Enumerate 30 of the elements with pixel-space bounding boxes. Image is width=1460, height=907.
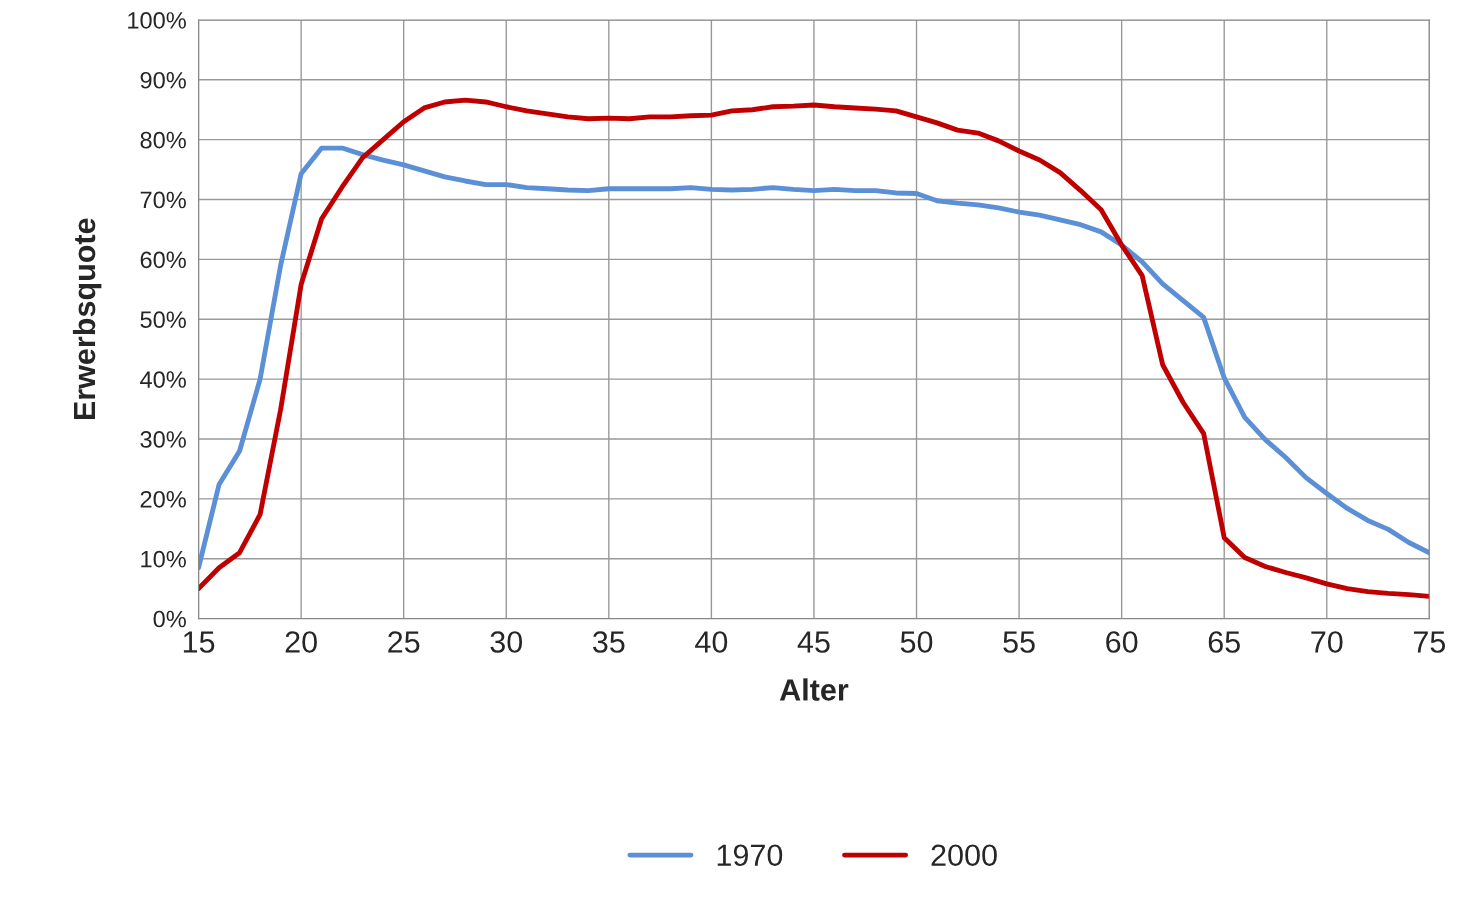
y-axis-title: Erwerbsquote — [72, 218, 102, 420]
legend-label: 1970 — [717, 844, 783, 867]
x-tick-label: 40 — [695, 631, 728, 653]
y-tick-label: 0% — [153, 610, 186, 628]
x-tick-label: 30 — [490, 631, 523, 653]
x-axis-title: Alter — [779, 678, 849, 701]
y-tick-label: 10% — [141, 550, 186, 568]
line-series — [198, 145, 1430, 571]
x-tick-label: 45 — [797, 631, 830, 653]
y-tick-label: 40% — [140, 371, 186, 388]
x-tick-label: 15 — [183, 631, 215, 653]
x-tick-label: 70 — [1311, 631, 1343, 653]
y-tick-label: 70% — [140, 191, 186, 209]
legend-label: 2000 — [931, 844, 997, 867]
x-tick-label: 50 — [900, 631, 933, 653]
x-tick-label: 65 — [1208, 631, 1240, 653]
y-tick-label: 100% — [128, 12, 186, 29]
y-tick-label: 30% — [140, 431, 186, 448]
x-tick-label: 25 — [388, 631, 420, 653]
x-tick-label: 60 — [1106, 631, 1138, 653]
x-tick-label: 55 — [1003, 631, 1035, 653]
x-tick-label: 35 — [592, 631, 625, 653]
y-tick-label: 20% — [140, 490, 186, 508]
x-tick-label: 75 — [1413, 631, 1446, 653]
line-series — [198, 97, 1430, 599]
y-tick-label: 60% — [140, 251, 186, 269]
y-tick-label: 80% — [140, 131, 186, 149]
x-tick-label: 20 — [285, 631, 317, 653]
y-tick-label: 50% — [140, 311, 186, 329]
y-tick-label: 90% — [140, 71, 186, 89]
